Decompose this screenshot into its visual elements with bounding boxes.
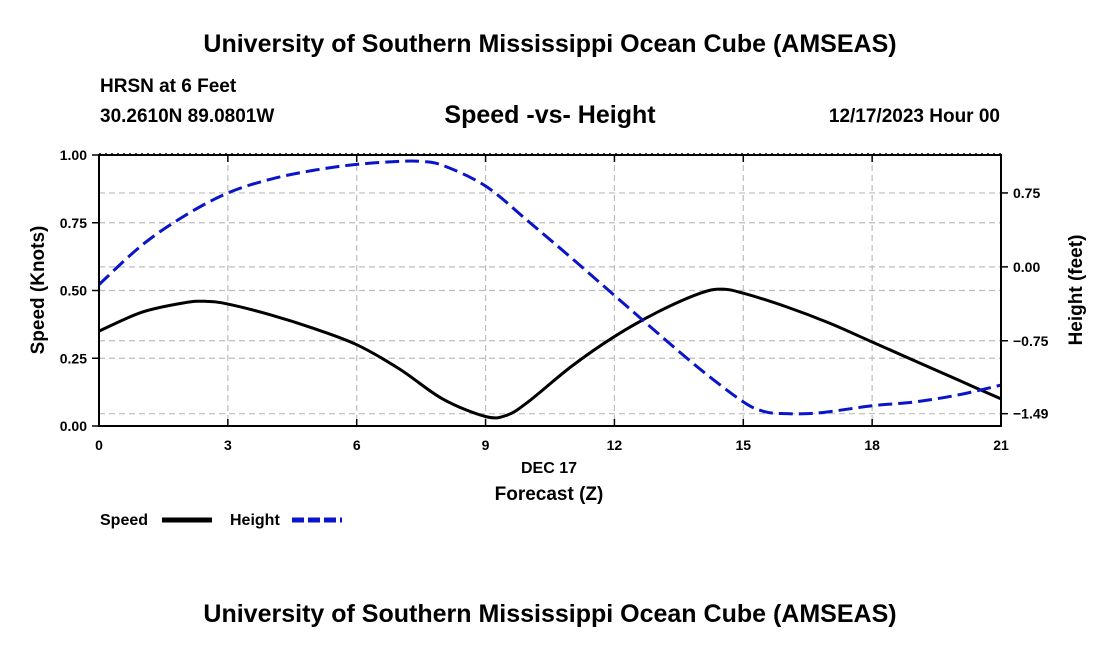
x-axis-date: DEC 17 (521, 460, 577, 477)
y-tick-label: 0.50 (60, 283, 87, 299)
x-tick-label: 21 (993, 437, 1009, 453)
series-line-speed (98, 287, 1002, 420)
chart-title: University of Southern Mississippi Ocean… (203, 30, 897, 58)
forecast-date: 12/17/2023 Hour 00 (828, 106, 1000, 127)
y2-tick-label: 0.00 (1013, 259, 1040, 275)
coordinates-label: 30.2610N 89.0801W (100, 106, 275, 127)
series-line-height (97, 159, 1002, 416)
y2-tick-label: 0.75 (1013, 185, 1040, 201)
legend-height-label: Height (230, 512, 280, 529)
x-tick-label: 6 (353, 437, 361, 453)
x-axis-label: Forecast (Z) (495, 484, 604, 505)
x-tick-label: 15 (735, 437, 751, 453)
grid (99, 155, 1001, 426)
plot-subtitle: Speed -vs- Height (444, 101, 656, 129)
x-tick-label: 18 (864, 437, 880, 453)
y2-tick-label: −0.75 (1013, 333, 1049, 349)
y-tick-label: 0.00 (60, 418, 87, 434)
x-tick-label: 0 (95, 437, 103, 453)
y2-tick-label: −1.49 (1013, 406, 1049, 422)
station-label: HRSN at 6 Feet (100, 76, 237, 97)
legend: Speed Height (100, 512, 342, 529)
legend-speed-label: Speed (100, 512, 148, 529)
x-tick-label: 3 (224, 437, 232, 453)
axes: 0 3 6 9 12 15 18 21 0.00 0.25 0.50 0.75 1.00 −1.49 −0.… (60, 147, 1049, 453)
y-tick-label: 0.25 (60, 350, 87, 366)
y-tick-label: 1.00 (60, 147, 87, 163)
y2-axis-label: Height (feet) (1066, 235, 1087, 346)
x-tick-label: 9 (482, 437, 490, 453)
series-layer (97, 159, 1002, 420)
y-axis-label: Speed (Knots) (28, 226, 49, 355)
footer-title: University of Southern Mississippi Ocean… (203, 600, 897, 628)
y-tick-label: 0.75 (60, 215, 87, 231)
x-tick-label: 12 (607, 437, 623, 453)
